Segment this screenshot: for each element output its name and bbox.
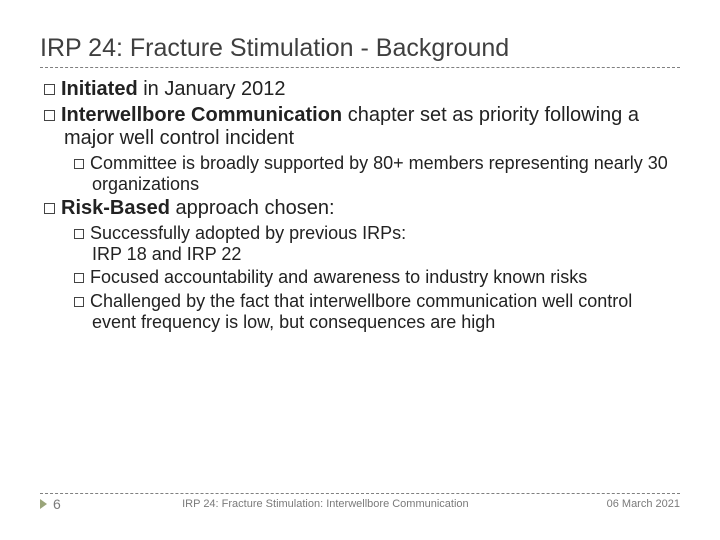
bullet-item: Risk-Based approach chosen:	[44, 197, 680, 221]
sub-bullet-text: Challenged by the fact that interwellbor…	[90, 291, 632, 332]
bullet-item: Initiated in January 2012	[44, 78, 680, 102]
page-number: 6	[53, 496, 61, 512]
bullet-bold: Initiated	[61, 78, 138, 100]
footer-date: 06 March 2021	[590, 498, 680, 510]
slide-footer: 6 IRP 24: Fracture Stimulation: Interwel…	[0, 493, 720, 512]
sub-bullet-text: Focused accountability and awareness to …	[90, 267, 587, 287]
title-divider	[40, 67, 680, 68]
slide-title: IRP 24: Fracture Stimulation - Backgroun…	[40, 34, 680, 63]
square-bullet-icon	[44, 84, 55, 95]
bullet-text: in January 2012	[138, 78, 286, 100]
slide-content: Initiated in January 2012 Interwellbore …	[40, 78, 680, 333]
footer-row: 6 IRP 24: Fracture Stimulation: Interwel…	[40, 496, 680, 512]
square-bullet-icon	[44, 110, 55, 121]
bullet-item: Interwellbore Communication chapter set …	[44, 104, 680, 151]
footer-center-text: IRP 24: Fracture Stimulation: Interwellb…	[61, 498, 590, 510]
square-bullet-icon	[74, 273, 84, 283]
triangle-icon	[40, 499, 47, 509]
square-bullet-icon	[74, 297, 84, 307]
sub-bullet-item: Successfully adopted by previous IRPs:IR…	[74, 223, 680, 265]
bullet-bold: Interwellbore Communication	[61, 104, 342, 126]
sub-bullet-item: Challenged by the fact that interwellbor…	[74, 291, 680, 333]
bullet-text: approach chosen:	[170, 197, 335, 219]
slide: IRP 24: Fracture Stimulation - Backgroun…	[0, 0, 720, 540]
sub-bullet-text: Successfully adopted by previous IRPs:	[90, 223, 406, 243]
sub-bullet-text-line2: IRP 18 and IRP 22	[92, 244, 241, 264]
sub-bullet-item: Committee is broadly supported by 80+ me…	[74, 153, 680, 195]
square-bullet-icon	[74, 229, 84, 239]
sub-bullet-text: Committee is broadly supported by 80+ me…	[90, 153, 668, 194]
footer-left: 6	[40, 496, 61, 512]
bullet-bold: Risk-Based	[61, 197, 170, 219]
square-bullet-icon	[44, 203, 55, 214]
footer-divider	[40, 493, 680, 494]
sub-bullet-item: Focused accountability and awareness to …	[74, 267, 680, 288]
square-bullet-icon	[74, 159, 84, 169]
